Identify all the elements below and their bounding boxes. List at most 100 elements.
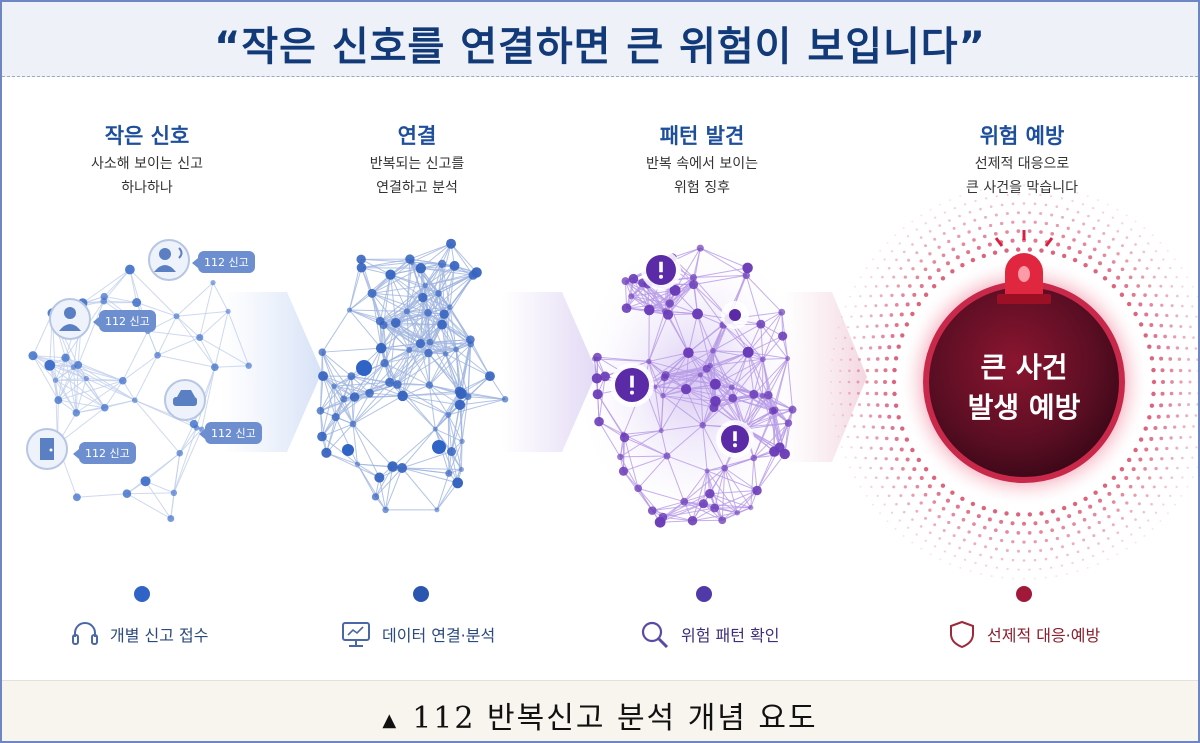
halo-dot [1028, 193, 1031, 196]
halo-dot [1125, 259, 1129, 263]
halo-dot [1169, 324, 1173, 328]
network-link [747, 352, 769, 396]
halo-dot [941, 253, 946, 258]
network-node [418, 292, 428, 303]
stage-4-desc-line2: 큰 사건을 막습니다 [966, 180, 1078, 196]
halo-dot [840, 403, 843, 406]
halo-dot [979, 553, 982, 557]
timeline-item-analysis: 데이터 연결·분석 [340, 620, 495, 648]
halo-dot [950, 490, 955, 495]
network-node [100, 403, 109, 412]
halo-dot [837, 435, 840, 438]
halo-dot [968, 550, 972, 554]
halo-dot [1133, 493, 1137, 497]
network-link [631, 295, 670, 305]
halo-dot [1107, 491, 1112, 496]
halo-dot [1061, 234, 1066, 239]
network-link [709, 493, 738, 514]
network-link [436, 482, 459, 511]
halo-dot [871, 425, 876, 429]
network-node [778, 308, 786, 316]
halo-dot [878, 345, 882, 350]
network-node [225, 308, 231, 314]
halo-dot [1191, 456, 1194, 459]
network-link [732, 359, 764, 399]
network-node [466, 335, 475, 345]
halo-dot [995, 195, 998, 198]
halo-dot [840, 358, 843, 361]
halo-dot [1081, 203, 1085, 206]
network-link [383, 324, 429, 354]
halo-dot [1130, 533, 1133, 536]
halo-dot [832, 348, 835, 350]
network-link [662, 395, 716, 402]
halo-dot [1116, 553, 1119, 556]
network-node [669, 284, 681, 296]
network-node [439, 309, 449, 319]
halo-dot [990, 575, 993, 578]
network-link [753, 422, 789, 459]
network-link [176, 315, 216, 368]
halo-dot [1033, 184, 1036, 187]
halo-dot [1093, 269, 1098, 274]
halo-dot [1188, 369, 1192, 373]
halo-dot [876, 494, 879, 498]
network-link [420, 312, 429, 344]
halo-dot [1159, 323, 1164, 328]
halo-dot [1093, 490, 1098, 495]
halo-dot [834, 424, 837, 427]
network-link [428, 385, 436, 430]
report-bubble: 112 신고 [199, 422, 262, 444]
network-link [756, 451, 775, 491]
halo-dot [1159, 520, 1162, 523]
halo-dot [886, 241, 889, 244]
network-link [427, 312, 472, 345]
halo-dot [987, 242, 992, 247]
network-link [32, 355, 56, 381]
halo-dot [892, 275, 896, 279]
halo-dot [1126, 301, 1132, 307]
halo-dot [859, 466, 862, 469]
halo-dot [957, 234, 961, 238]
network-link [335, 416, 358, 465]
halo-dot [1098, 498, 1103, 503]
halo-dot [1005, 212, 1009, 216]
halo-dot [1179, 324, 1183, 328]
network-link [352, 381, 391, 425]
network-link [384, 349, 410, 364]
network-node [646, 358, 652, 365]
timeline-item-prevent: 선제적 대응·예방 [947, 620, 1100, 648]
network-node [54, 396, 63, 405]
report-bubble: 112 신고 [192, 251, 255, 273]
halo-dot [1055, 575, 1058, 578]
halo-dot [1027, 512, 1033, 517]
halo-dot [885, 284, 889, 288]
network-link [32, 355, 59, 401]
halo-dot [1143, 534, 1146, 537]
network-link [333, 385, 370, 394]
halo-dot [1071, 561, 1074, 565]
network-node [634, 484, 643, 493]
halo-dot [1177, 357, 1182, 361]
network-link [352, 395, 403, 425]
network-link [624, 430, 662, 439]
network-node [331, 413, 340, 422]
network-link [428, 339, 471, 354]
halo-dot [894, 457, 899, 461]
halo-dot [1125, 525, 1129, 528]
network-link [624, 437, 668, 457]
halo-dot [1176, 466, 1179, 470]
halo-dot [1134, 243, 1137, 246]
network-link [420, 243, 452, 269]
network-link [371, 284, 426, 294]
halo-dot [1102, 529, 1106, 532]
halo-dot [912, 467, 917, 472]
network-node [742, 346, 754, 358]
halo-dot [1147, 344, 1152, 349]
halo-dot [904, 437, 910, 442]
halo-dot [1066, 533, 1070, 538]
network-link [714, 383, 743, 428]
halo-dot [881, 334, 885, 339]
halo-dot [1186, 485, 1189, 488]
network-link [55, 366, 74, 381]
